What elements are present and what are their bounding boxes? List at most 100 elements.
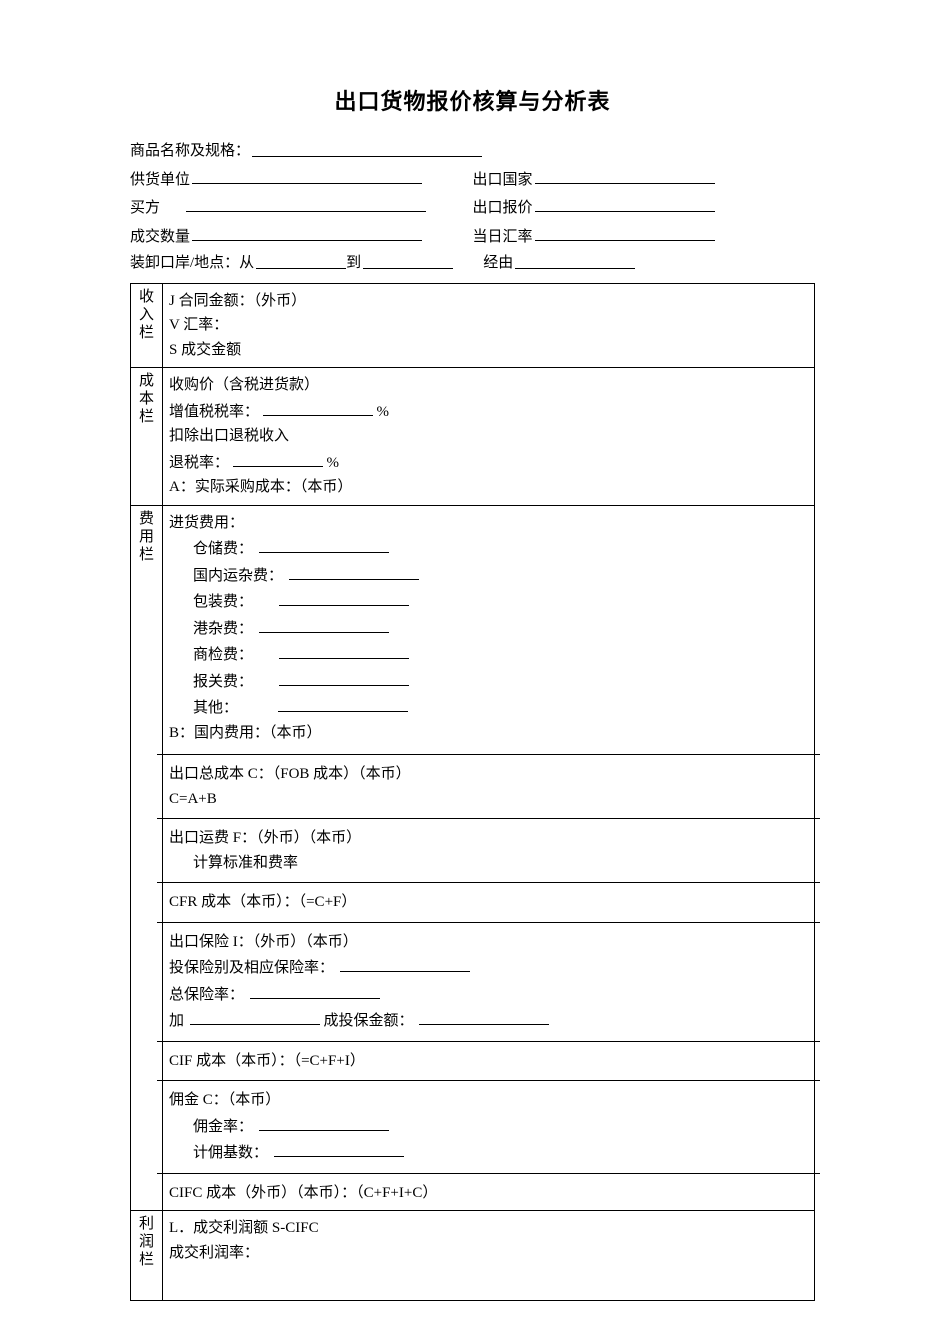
fee-port: 港杂费： <box>169 616 808 641</box>
product-label: 商品名称及规格： <box>130 140 250 163</box>
fee-f-header: 出口运费 F：（外币）（本币） <box>169 827 808 850</box>
export-country-field[interactable] <box>535 167 715 184</box>
qty-field[interactable] <box>192 224 422 241</box>
divider-3 <box>157 882 820 883</box>
fee-other: 其他： <box>169 695 808 720</box>
fee-comm-header: 佣金 C：（本币） <box>169 1089 808 1112</box>
cost-vat-pct: % <box>377 404 390 420</box>
divider-7 <box>157 1173 820 1174</box>
main-table: 收入栏 J 合同金额：（外币） V 汇率： S 成交金额 成本栏 收购价（含税进… <box>130 283 815 1302</box>
fee-plus-label: 加 <box>169 1013 184 1029</box>
export-country-label: 出口国家 <box>473 169 533 192</box>
cost-refund-field[interactable] <box>233 450 323 467</box>
rate-field[interactable] <box>535 224 715 241</box>
fee-other-label: 其他： <box>193 700 238 716</box>
divider-5 <box>157 1041 820 1042</box>
fee-port-field[interactable] <box>259 616 389 633</box>
fee-comm-base-field[interactable] <box>274 1140 404 1157</box>
supplier-label: 供货单位 <box>130 169 190 192</box>
fee-packing-label: 包装费： <box>193 594 253 610</box>
fee-customs-label: 报关费： <box>193 674 253 690</box>
fee-inspect: 商检费： <box>169 642 808 667</box>
fee-ins-type: 投保险别及相应保险率： <box>169 955 808 980</box>
fee-side-label: 费用栏 <box>131 505 163 1211</box>
cost-cell: 收购价（含税进货款） 增值税税率： % 扣除出口退税收入 退税率： % A：实际… <box>163 368 815 506</box>
divider-4 <box>157 922 820 923</box>
income-v: V 汇率： <box>169 314 808 337</box>
profit-row: 利润栏 L．成交利润额 S-CIFC 成交利润率： <box>131 1211 815 1301</box>
fee-packing-field[interactable] <box>279 589 409 606</box>
cost-refund-label: 退税率： <box>169 455 229 471</box>
port-label: 装卸口岸/地点：从 <box>130 252 254 275</box>
buyer-label: 买方 <box>130 197 160 220</box>
fee-inspect-field[interactable] <box>279 642 409 659</box>
header-row-port: 装卸口岸/地点：从 到 经由 <box>130 252 815 275</box>
fee-storage-label: 仓储费： <box>193 541 253 557</box>
fee-incoming: 进货费用： <box>169 512 808 535</box>
page-title: 出口货物报价核算与分析表 <box>130 85 815 118</box>
fee-customs-field[interactable] <box>279 669 409 686</box>
income-j: J 合同金额：（外币） <box>169 290 808 313</box>
fee-domestic: 国内运杂费： <box>169 563 808 588</box>
income-side-label: 收入栏 <box>131 283 163 368</box>
cost-deduct: 扣除出口退税收入 <box>169 425 808 448</box>
export-quote-label: 出口报价 <box>473 197 533 220</box>
fee-storage-field[interactable] <box>259 536 389 553</box>
rate-label: 当日汇率 <box>473 226 533 249</box>
cost-vat-field[interactable] <box>263 399 373 416</box>
header-row-buyer: 买方 出口报价 <box>130 195 815 220</box>
fee-domestic-label: 国内运杂费： <box>193 568 283 584</box>
port-via-field[interactable] <box>515 252 635 269</box>
cost-vat-label: 增值税税率： <box>169 404 259 420</box>
fee-ins-amount-field[interactable] <box>419 1008 549 1025</box>
fee-f-std: 计算标准和费率 <box>169 852 808 875</box>
port-to-label: 到 <box>346 252 361 275</box>
fee-domestic-field[interactable] <box>289 563 419 580</box>
fee-cif: CIF 成本（本币）：（=C+F+I） <box>169 1050 808 1073</box>
fee-comm-rate-field[interactable] <box>259 1114 389 1131</box>
fee-comm-base: 计佣基数： <box>169 1140 808 1165</box>
header-row-product: 商品名称及规格： <box>130 140 815 163</box>
fee-ins-amount-label: 成投保金额： <box>324 1013 414 1029</box>
fee-storage: 仓储费： <box>169 536 808 561</box>
fee-row: 费用栏 进货费用： 仓储费： 国内运杂费： 包装费： 港 <box>131 505 815 1211</box>
cost-vat: 增值税税率： % <box>169 399 808 424</box>
header-info: 商品名称及规格： 供货单位 出口国家 买方 出口报价 成交数量 当日汇率 <box>130 140 815 275</box>
profit-cell: L．成交利润额 S-CIFC 成交利润率： <box>163 1211 815 1301</box>
income-s: S 成交金额 <box>169 339 808 362</box>
buyer-field[interactable] <box>186 195 426 212</box>
header-row-qty: 成交数量 当日汇率 <box>130 224 815 249</box>
port-via-label: 经由 <box>483 252 513 275</box>
income-cell: J 合同金额：（外币） V 汇率： S 成交金额 <box>163 283 815 368</box>
cost-side-label: 成本栏 <box>131 368 163 506</box>
port-to-field[interactable] <box>363 252 453 269</box>
fee-c-formula: C=A+B <box>169 788 808 811</box>
fee-ins-type-label: 投保险别及相应保险率： <box>169 960 334 976</box>
profit-l: L．成交利润额 S-CIFC <box>169 1217 808 1240</box>
cost-a: A：实际采购成本：（本币） <box>169 476 808 499</box>
fee-port-label: 港杂费： <box>193 621 253 637</box>
fee-ins-type-field[interactable] <box>340 955 470 972</box>
port-from-field[interactable] <box>256 252 346 269</box>
income-row: 收入栏 J 合同金额：（外币） V 汇率： S 成交金额 <box>131 283 815 368</box>
fee-comm-base-label: 计佣基数： <box>193 1145 268 1161</box>
fee-packing: 包装费： <box>169 589 808 614</box>
fee-other-field[interactable] <box>278 695 408 712</box>
fee-total-ins-label: 总保险率： <box>169 987 244 1003</box>
cost-refund-pct: % <box>327 455 340 471</box>
supplier-field[interactable] <box>192 167 422 184</box>
fee-cfr: CFR 成本（本币）：（=C+F） <box>169 891 808 914</box>
fee-plus: 加 成投保金额： <box>169 1008 808 1033</box>
export-quote-field[interactable] <box>535 195 715 212</box>
product-field[interactable] <box>252 140 482 157</box>
fee-comm-rate-label: 佣金率： <box>193 1119 253 1135</box>
cost-refund: 退税率： % <box>169 450 808 475</box>
fee-total-ins-field[interactable] <box>250 982 380 999</box>
divider-1 <box>157 754 820 755</box>
fee-b: B：国内费用：（本币） <box>169 722 808 745</box>
fee-comm-rate: 佣金率： <box>169 1114 808 1139</box>
profit-rate: 成交利润率： <box>169 1242 808 1265</box>
fee-plus-field[interactable] <box>190 1008 320 1025</box>
fee-c-header: 出口总成本 C：（FOB 成本）（本币） <box>169 763 808 786</box>
fee-total-ins: 总保险率： <box>169 982 808 1007</box>
